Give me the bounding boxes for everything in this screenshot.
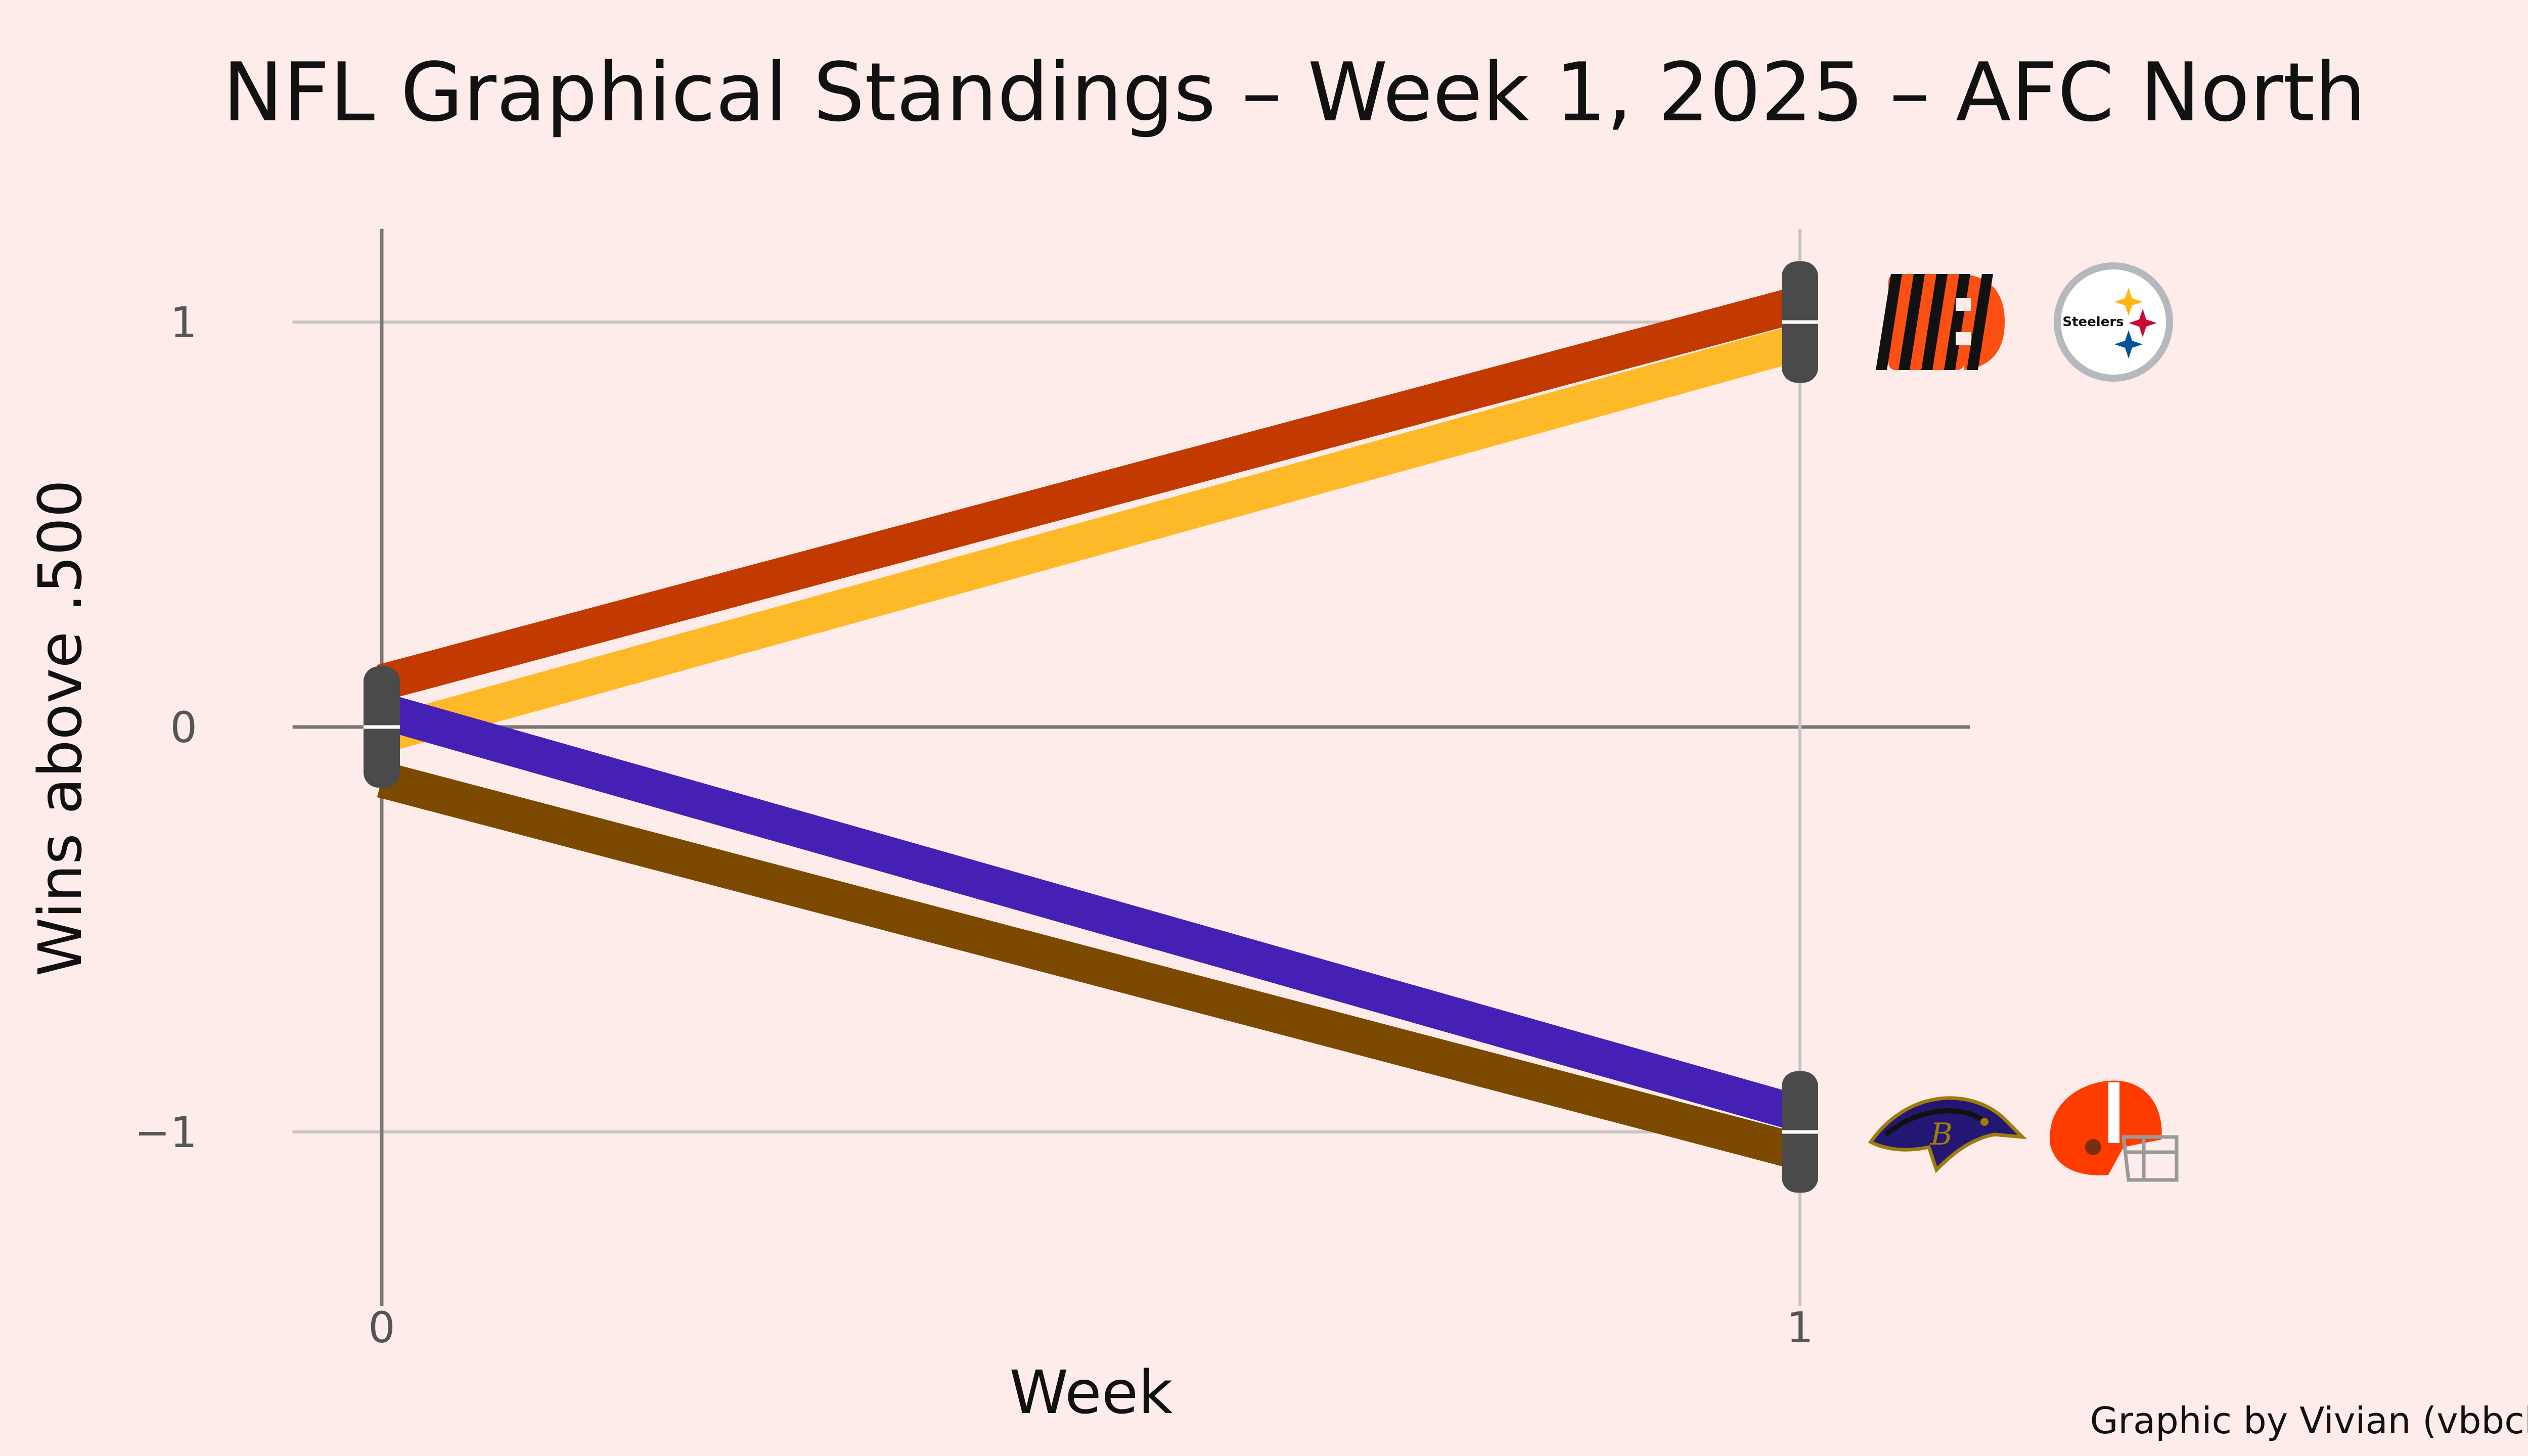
credit-caption: Graphic by Vivian (vbbcla) <box>2090 1399 2528 1442</box>
ravens-logo-icon: B <box>1868 1096 2027 1173</box>
y-tick-label: 0 <box>170 703 197 752</box>
bengals-logo-icon <box>1876 274 2005 370</box>
series-line-browns <box>377 762 1805 1170</box>
series-line-steelers <box>377 325 1805 753</box>
x-axis-label: Week <box>1009 1357 1172 1427</box>
x-tick-label: 1 <box>1786 1303 1813 1352</box>
series-lines <box>377 286 1805 1170</box>
svg-text:Steelers: Steelers <box>2062 314 2124 330</box>
y-tick-label: −1 <box>134 1108 197 1157</box>
y-tick-label: 1 <box>170 298 197 347</box>
y-axis-label: Wins above .500 <box>25 480 95 977</box>
chart-title: NFL Graphical Standings – Week 1, 2025 –… <box>222 45 2366 140</box>
series-line-ravens <box>377 693 1805 1131</box>
team-logos: Steelers B <box>1868 262 2179 1182</box>
grid-lines <box>292 229 1970 1306</box>
x-tick-label: 0 <box>368 1303 395 1352</box>
series-line-bengals <box>377 286 1805 700</box>
svg-text:B: B <box>1930 1117 1953 1152</box>
browns-logo-icon <box>2050 1080 2179 1182</box>
week-markers <box>364 261 1818 1193</box>
steelers-logo-icon: Steelers <box>2054 262 2173 382</box>
axis-ticks: 1 0 −1 0 1 <box>134 298 1814 1352</box>
